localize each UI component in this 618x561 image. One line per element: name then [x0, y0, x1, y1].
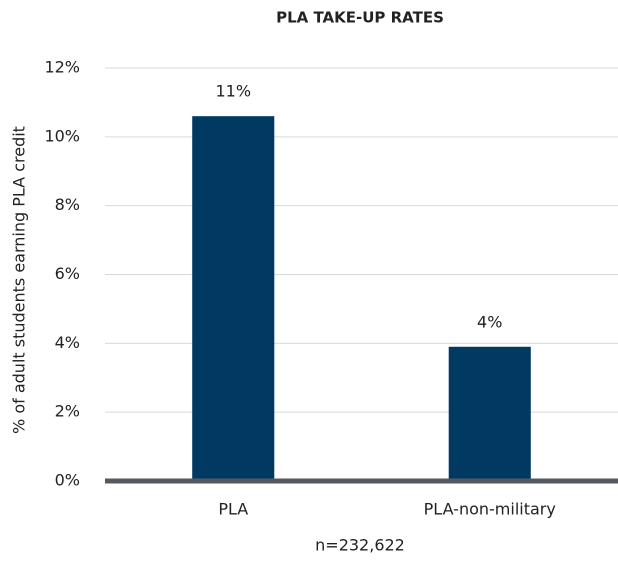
x-axis-label: n=232,622: [315, 536, 405, 555]
y-axis-label: % of adult students earning PLA credit: [10, 126, 29, 434]
data-label: 4%: [477, 312, 502, 331]
y-tick-label: 4%: [55, 333, 80, 352]
y-tick-label: 2%: [55, 402, 80, 421]
chart-title: PLA TAKE-UP RATES: [276, 9, 444, 27]
x-tick-label: PLA-non-military: [424, 500, 556, 519]
y-tick-label: 6%: [55, 264, 80, 283]
y-tick-label: 12%: [44, 58, 80, 77]
y-tick-label: 10%: [44, 126, 80, 145]
bar: [192, 116, 275, 481]
y-tick-label: 8%: [55, 195, 80, 214]
y-tick-label: 0%: [55, 471, 80, 490]
x-tick-label: PLA: [218, 500, 248, 519]
bar: [448, 346, 531, 481]
data-label: 11%: [215, 82, 251, 101]
